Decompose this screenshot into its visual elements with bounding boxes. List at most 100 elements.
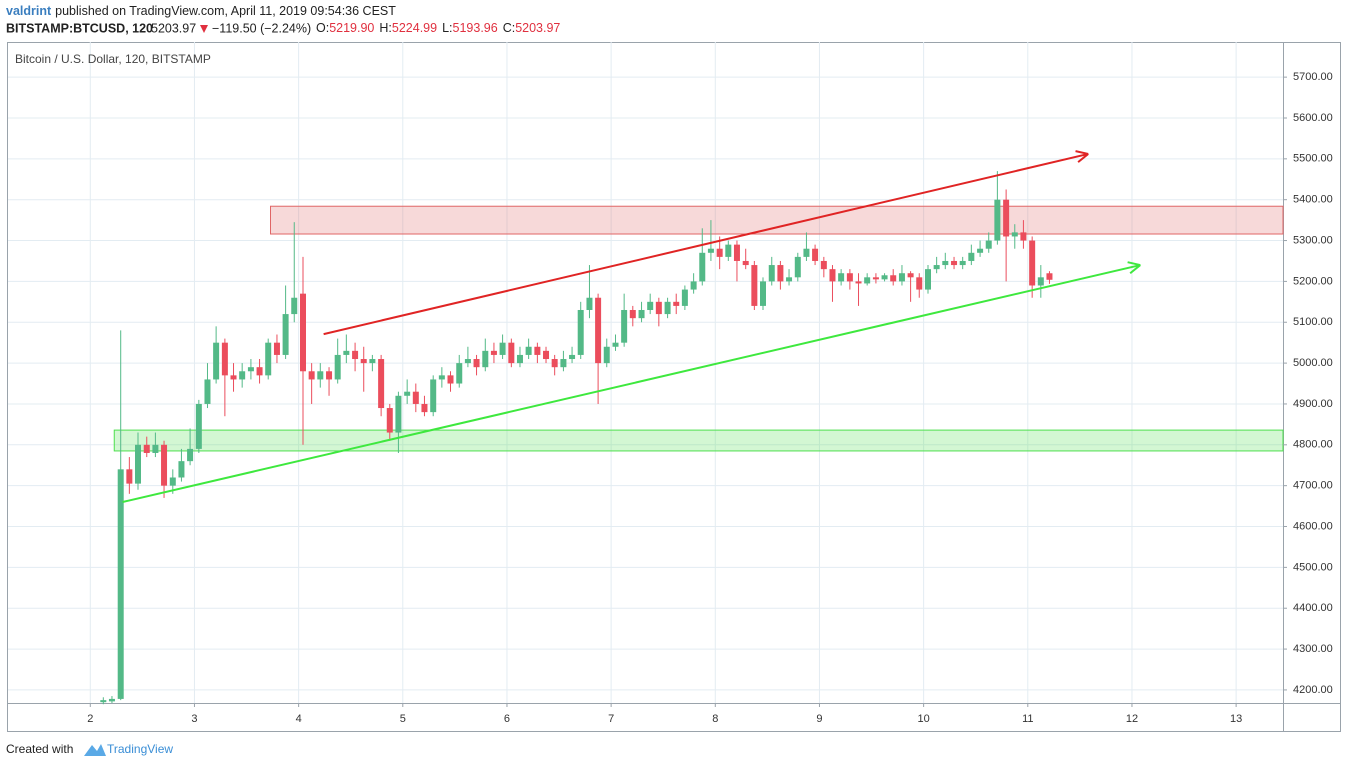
candle-body <box>543 350 550 360</box>
ohlc-value: 5219.90 <box>329 21 374 35</box>
candle-body <box>690 281 697 290</box>
candle-body <box>725 244 732 257</box>
candle-body <box>1029 240 1036 286</box>
candle-body <box>569 354 576 360</box>
y-tick-label: 5200.00 <box>1293 275 1333 287</box>
candle-body <box>916 277 923 290</box>
candle-body <box>551 359 558 368</box>
candle-body <box>959 260 966 266</box>
down-arrow <box>200 25 208 33</box>
zone <box>113 429 1284 452</box>
x-tick-label: 13 <box>1230 713 1242 725</box>
change: −119.50 (−2.24%) <box>212 21 311 35</box>
candle-body <box>994 199 1001 241</box>
y-tick-label: 4500.00 <box>1293 561 1333 573</box>
candle-body <box>195 403 202 449</box>
candle-body <box>647 301 654 310</box>
x-tick-label: 5 <box>400 713 406 725</box>
candle-body <box>239 371 246 380</box>
y-tick-label: 4900.00 <box>1293 398 1333 410</box>
candle-body <box>516 354 523 364</box>
y-tick-label: 4200.00 <box>1293 684 1333 696</box>
candle-body <box>768 265 775 282</box>
candle-body <box>256 367 263 376</box>
candle-body <box>386 408 393 433</box>
candle-body <box>108 698 115 702</box>
ohlc-label: C: <box>503 21 516 35</box>
tv-logo <box>84 744 106 756</box>
candle-body <box>1046 273 1053 280</box>
candle-body <box>1011 232 1018 237</box>
ohlc-label: L: <box>442 21 452 35</box>
candle-body <box>595 297 602 364</box>
x-tick-label: 9 <box>816 713 822 725</box>
candle-body <box>864 277 871 284</box>
candle-body <box>603 346 610 364</box>
ohlc-label: H: <box>379 21 392 35</box>
candle-body <box>178 461 185 478</box>
ohlc-value: 5193.96 <box>453 21 498 35</box>
y-tick-label: 4600.00 <box>1293 520 1333 532</box>
candle-body <box>838 273 845 282</box>
candle-body <box>187 448 194 462</box>
candle-body <box>456 363 463 384</box>
chart-frame <box>7 42 1341 732</box>
candle-body <box>404 391 411 396</box>
candle-body <box>213 342 220 380</box>
created-with: Created with <box>6 742 73 756</box>
y-tick-label: 4400.00 <box>1293 602 1333 614</box>
candle-body <box>664 301 671 315</box>
candle-body <box>951 260 958 266</box>
candle-body <box>681 289 688 306</box>
y-tick-label: 5000.00 <box>1293 357 1333 369</box>
x-tick-label: 3 <box>191 713 197 725</box>
candle-body <box>942 260 949 266</box>
candle-body <box>326 371 333 380</box>
candle-body <box>629 309 636 319</box>
candle-body <box>933 265 940 270</box>
candle-body <box>447 375 454 384</box>
candle-body <box>612 342 619 347</box>
candle-body <box>855 281 862 284</box>
candle-body <box>161 444 168 486</box>
candle-body <box>360 359 367 364</box>
candle-body <box>308 371 315 380</box>
x-tick-label: 12 <box>1126 713 1138 725</box>
candle-body <box>560 359 567 368</box>
trendline <box>323 152 1089 336</box>
x-tick-label: 8 <box>712 713 718 725</box>
candle-body <box>907 273 914 278</box>
candle-body <box>317 371 324 380</box>
candle-body <box>638 309 645 319</box>
candle-body <box>482 350 489 368</box>
candle-body <box>204 379 211 404</box>
header-line: valdrint published on TradingView.com, Ap… <box>6 4 396 18</box>
candle-body <box>846 273 853 282</box>
x-tick-label: 2 <box>87 713 93 725</box>
candle-body <box>300 293 306 372</box>
candle-body <box>1037 277 1044 286</box>
candle-body <box>352 350 359 360</box>
candle-body <box>898 273 905 282</box>
arrow-head <box>1127 261 1141 267</box>
candle-body <box>968 252 975 261</box>
candle-body <box>760 281 766 306</box>
candle-body <box>143 444 150 453</box>
candle-body <box>977 248 984 253</box>
candle-body <box>621 309 628 343</box>
candle-body <box>820 260 827 270</box>
candle-body <box>464 359 471 364</box>
candle-body <box>655 301 662 315</box>
author: valdrint <box>6 4 52 18</box>
candle-body <box>378 359 385 409</box>
candle-body <box>230 375 237 380</box>
candle-body <box>812 248 819 261</box>
arrow-head <box>1129 264 1141 274</box>
candle-body <box>221 342 228 376</box>
candle-body <box>490 350 497 355</box>
candle-body <box>525 346 532 355</box>
candle-body <box>265 342 272 376</box>
y-tick-label: 5600.00 <box>1293 112 1333 124</box>
candle-body <box>1003 199 1010 237</box>
